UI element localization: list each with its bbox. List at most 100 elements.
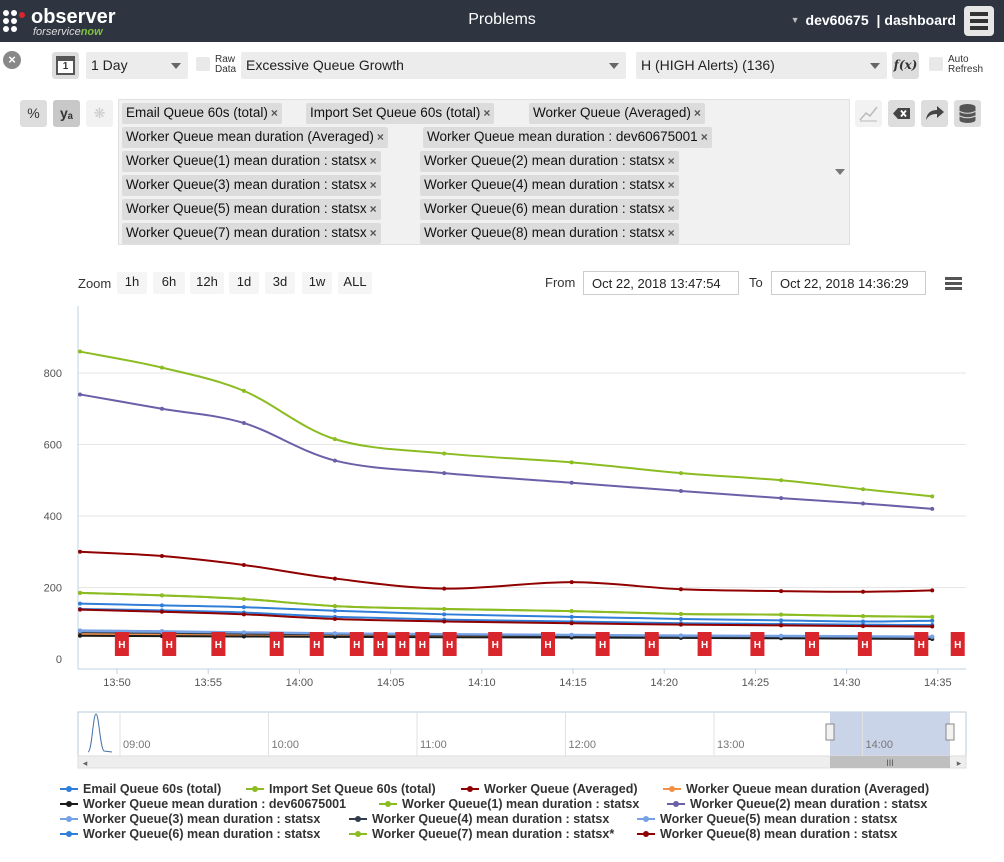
alert-flag[interactable]: [162, 632, 177, 656]
raw-data-label: Raw Data: [215, 54, 237, 75]
zoom-6h-button[interactable]: 6h: [153, 272, 185, 294]
chart-menu-icon[interactable]: [945, 277, 962, 291]
alert-flag[interactable]: [442, 632, 457, 656]
scroll-right-arrow-icon[interactable]: ▸: [957, 759, 962, 769]
remove-tag-icon[interactable]: ×: [376, 130, 384, 144]
remove-tag-icon[interactable]: ×: [667, 178, 675, 192]
alert-flag[interactable]: [349, 632, 364, 656]
zoom-1d-button[interactable]: 1d: [229, 272, 259, 294]
x-tick-label: 14:25: [742, 677, 770, 689]
alert-flag[interactable]: [750, 632, 765, 656]
zoom-3d-button[interactable]: 3d: [265, 272, 295, 294]
y-axis-button[interactable]: yₐ: [53, 100, 80, 127]
alert-flag[interactable]: [269, 632, 284, 656]
alert-flag[interactable]: [697, 632, 712, 656]
remove-tag-icon[interactable]: ×: [667, 202, 675, 216]
x-tick-label: 14:20: [650, 677, 678, 689]
problem-select[interactable]: Excessive Queue Growth: [241, 52, 626, 79]
alert-flag[interactable]: [373, 632, 388, 656]
alert-marker: H: [644, 632, 659, 656]
alert-flag[interactable]: [395, 632, 410, 656]
calendar-button[interactable]: 1: [52, 52, 79, 79]
percent-button[interactable]: %: [20, 100, 47, 127]
legend-swatch: [60, 801, 78, 807]
scroll-grip-icon[interactable]: III: [886, 758, 894, 768]
y-tick-label: 400: [44, 511, 62, 523]
series-tag-box[interactable]: Email Queue 60s (total) × Import Set Queu…: [118, 99, 850, 245]
series-point: [930, 588, 935, 593]
navigator[interactable]: 09:00 10:00 11:00 12:00 13:00 14:00 III ◂ ▸: [0, 708, 1004, 769]
chevron-down-icon[interactable]: [835, 169, 845, 175]
series-point: [241, 388, 246, 393]
remove-tag-icon[interactable]: ×: [369, 154, 377, 168]
alert-flag[interactable]: [114, 632, 129, 656]
observer-logo[interactable]: observer forservicenow: [3, 4, 123, 38]
remove-tag-icon[interactable]: ×: [369, 202, 377, 216]
clear-icon[interactable]: [888, 100, 915, 127]
scroll-left-arrow-icon[interactable]: ◂: [83, 759, 88, 769]
remove-tag-icon[interactable]: ×: [270, 106, 278, 120]
alert-flag[interactable]: [857, 632, 872, 656]
chart-line-icon[interactable]: [855, 100, 882, 127]
alerts-select[interactable]: H (HIGH Alerts) (136): [636, 52, 887, 79]
alert-flag[interactable]: [805, 632, 820, 656]
zoom-all-button[interactable]: ALL: [338, 272, 372, 294]
legend-label: Worker Queue(1) mean duration : statsx: [402, 797, 640, 811]
navigator-selection[interactable]: [830, 712, 950, 756]
y-tick-label: 200: [44, 583, 62, 595]
alert-flag-label: H: [754, 640, 761, 651]
alert-flag-label: H: [918, 640, 925, 651]
period-select[interactable]: 1 Day: [86, 52, 188, 79]
raw-data-checkbox[interactable]: [196, 57, 210, 71]
alert-marker: H: [349, 632, 364, 656]
alert-marker: H: [114, 632, 129, 656]
remove-tag-icon[interactable]: ×: [667, 226, 675, 240]
series-point: [779, 496, 784, 501]
zoom-1w-button[interactable]: 1w: [302, 272, 332, 294]
navigator-handle-right[interactable]: [945, 723, 955, 741]
auto-refresh-checkbox[interactable]: [929, 57, 943, 71]
separator: |: [876, 12, 881, 28]
remove-tag-icon[interactable]: ×: [700, 130, 708, 144]
alert-flag[interactable]: [595, 632, 610, 656]
remove-tag-icon[interactable]: ×: [693, 106, 701, 120]
share-icon[interactable]: [921, 100, 948, 127]
alert-flag[interactable]: [309, 632, 324, 656]
navigator-scrollbar-track[interactable]: [77, 755, 967, 769]
legend-label: Worker Queue(2) mean duration : statsx: [690, 797, 928, 811]
close-icon[interactable]: ×: [3, 51, 21, 69]
navigator-handle-left[interactable]: [825, 723, 835, 741]
dashboard-link[interactable]: dashboard: [884, 12, 956, 28]
chevron-down-icon: [171, 63, 181, 69]
to-input[interactable]: Oct 22, 2018 14:36:29: [771, 271, 926, 295]
function-button[interactable]: f(x): [892, 52, 919, 79]
remove-tag-icon[interactable]: ×: [667, 154, 675, 168]
remove-tag-icon[interactable]: ×: [369, 226, 377, 240]
main-chart[interactable]: 0 200 400 600 800 13:50 13:55 14:00 14:05 14:10 14…: [0, 300, 1004, 700]
alert-flag[interactable]: [914, 632, 929, 656]
tree-icon[interactable]: ❋: [86, 100, 113, 127]
alert-marker: H: [395, 632, 410, 656]
alert-flag[interactable]: [644, 632, 659, 656]
alert-flag[interactable]: [211, 632, 226, 656]
from-label: From: [545, 275, 576, 290]
user-menu[interactable]: ▼ dev60675 | dashboard: [791, 12, 956, 28]
hamburger-menu-icon[interactable]: [964, 6, 994, 36]
alert-flag[interactable]: [540, 632, 555, 656]
alert-flag[interactable]: [488, 632, 503, 656]
alert-flag-label: H: [353, 640, 360, 651]
series-point: [332, 458, 337, 463]
alert-flag[interactable]: [950, 632, 965, 656]
zoom-12h-button[interactable]: 12h: [190, 272, 224, 294]
remove-tag-icon[interactable]: ×: [483, 106, 491, 120]
series-line: [79, 393, 933, 510]
legend-swatch: [461, 786, 479, 792]
navigator-scrollbar-thumb[interactable]: [830, 756, 950, 768]
remove-tag-icon[interactable]: ×: [369, 178, 377, 192]
alert-flag[interactable]: [415, 632, 430, 656]
zoom-1h-button[interactable]: 1h: [117, 272, 147, 294]
database-icon[interactable]: [954, 100, 981, 127]
alert-marker: H: [857, 632, 872, 656]
legend-swatch: [60, 831, 78, 837]
from-input[interactable]: Oct 22, 2018 13:47:54: [583, 271, 739, 295]
